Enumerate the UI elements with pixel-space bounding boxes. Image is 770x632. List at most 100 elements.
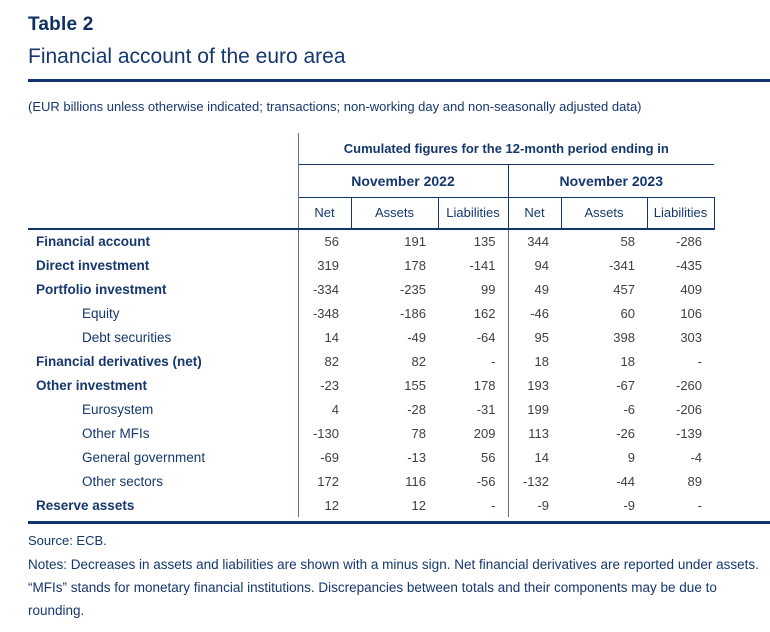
cell-value: 94	[534, 257, 549, 273]
notes-text: Notes: Decreases in assets and liabiliti…	[28, 557, 759, 618]
cell-value: 18	[620, 353, 635, 369]
cell-value: 56	[438, 445, 509, 469]
cell-value: 95	[534, 329, 549, 345]
cell-value: -9	[537, 497, 549, 513]
cell-value: 82	[324, 353, 339, 369]
column-header-row: Net Assets Liabilities Net Assets Liabil…	[28, 197, 715, 230]
table-row: Direct investment 319 178 -141 94 -341 -435	[28, 253, 714, 277]
unit-note: (EUR billions unless otherwise indicated…	[28, 99, 642, 114]
cell-value: 344	[527, 234, 549, 249]
table-row: Financial account 56 191 135 344 58 -286	[28, 229, 714, 253]
cell-value: 178	[438, 373, 509, 397]
cell-value: -130	[312, 425, 339, 441]
cell-value: -64	[438, 325, 509, 349]
cell-value: 155	[404, 377, 426, 393]
cell-value: 14	[324, 329, 339, 345]
financial-account-table: Cumulated figures for the 12-month perio…	[28, 133, 715, 517]
cell-value: 113	[528, 425, 549, 441]
cell-value: 162	[438, 301, 509, 325]
column-header-assets-2023: Assets	[561, 197, 648, 230]
table-row: General government -69 -13 56 14 9 -4	[28, 445, 714, 469]
cell-value: -46	[530, 305, 549, 321]
period-header-2023: November 2023	[508, 164, 715, 198]
cell-value: -4	[690, 449, 703, 465]
cell-value: -26	[616, 425, 635, 441]
cell-value: -	[697, 353, 703, 369]
table-row: Reserve assets 12 12- -9 -9-	[28, 493, 714, 517]
cell-value: 106	[680, 305, 703, 321]
row-label: Other sectors	[28, 469, 299, 493]
corner-cell	[28, 133, 299, 164]
cell-value: -235	[399, 281, 426, 297]
cell-value: -31	[438, 397, 509, 421]
column-header-liabilities-2023: Liabilities	[647, 197, 715, 230]
cell-value: -206	[675, 401, 703, 417]
cell-value: -49	[407, 329, 426, 345]
cell-value: 209	[438, 421, 509, 445]
cell-value: 58	[620, 234, 635, 249]
row-label: Financial derivatives (net)	[28, 349, 299, 373]
cell-value: 60	[620, 305, 635, 321]
cell-value: 18	[534, 353, 549, 369]
table-row: Eurosystem 4 -28 -31 199 -6 -206	[28, 397, 714, 421]
cell-value: 56	[324, 234, 339, 249]
cell-value: -260	[675, 377, 703, 393]
cell-value: -435	[675, 257, 703, 273]
cell-value: -141	[438, 253, 509, 277]
spanner-row: Cumulated figures for the 12-month perio…	[28, 133, 715, 165]
cell-value: 303	[680, 329, 703, 345]
cell-value: -	[438, 349, 509, 373]
title-divider	[28, 79, 770, 82]
cell-value: -	[697, 497, 703, 513]
cell-value: 135	[438, 229, 509, 253]
row-label: Other MFIs	[28, 421, 299, 445]
table-bottom-divider	[28, 521, 770, 524]
row-label: Reserve assets	[28, 493, 299, 517]
cell-value: -	[438, 493, 509, 517]
row-label: Eurosystem	[28, 397, 299, 421]
corner-cell	[28, 197, 299, 230]
cell-value: -139	[675, 425, 703, 441]
row-label: Direct investment	[28, 253, 299, 277]
table-number-heading: Table 2	[28, 14, 94, 35]
cell-value: -348	[312, 305, 339, 321]
column-header-liabilities-2022: Liabilities	[438, 197, 509, 230]
row-label: Financial account	[28, 229, 299, 253]
cell-value: 398	[613, 329, 635, 345]
spanner-header: Cumulated figures for the 12-month perio…	[298, 133, 715, 165]
table-row: Equity -348 -186 162 -46 60 106	[28, 301, 714, 325]
cell-value: -28	[407, 401, 426, 417]
table-row: Financial derivatives (net) 82 82-18 18-	[28, 349, 714, 373]
period-header-2022: November 2022	[298, 164, 509, 198]
cell-value: 178	[404, 257, 426, 273]
cell-value: -69	[320, 449, 339, 465]
cell-value: 319	[317, 257, 339, 273]
cell-value: -334	[312, 281, 339, 297]
table-row: Debt securities 14 -49 -64 95 398 303	[28, 325, 714, 349]
cell-value: -341	[608, 257, 635, 273]
corner-cell	[28, 164, 299, 197]
row-label: Debt securities	[28, 325, 299, 349]
cell-value: 14	[534, 449, 549, 465]
row-label: Other investment	[28, 373, 299, 397]
cell-value: 409	[680, 281, 703, 297]
cell-value: 172	[317, 473, 339, 489]
table-row: Other sectors 172 116 -56 -132 -44 89	[28, 469, 714, 493]
row-label: Equity	[28, 301, 299, 325]
cell-value: -6	[623, 401, 635, 417]
table-row: Other investment -23 155 178 193 -67 -260	[28, 373, 714, 397]
cell-value: -56	[438, 469, 509, 493]
cell-value: 99	[438, 277, 509, 301]
cell-value: 89	[687, 473, 703, 489]
cell-value: -286	[675, 234, 703, 249]
cell-value: -13	[407, 449, 426, 465]
cell-value: -186	[399, 305, 426, 321]
table-body: Financial account 56 191 135 344 58 -286 Direct…	[28, 229, 714, 517]
cell-value: -67	[616, 377, 635, 393]
cell-value: 199	[527, 401, 549, 417]
source-note: Source: ECB.	[28, 533, 107, 548]
row-label: Portfolio investment	[28, 277, 299, 301]
cell-value: -9	[623, 497, 635, 513]
cell-value: -23	[320, 377, 339, 393]
